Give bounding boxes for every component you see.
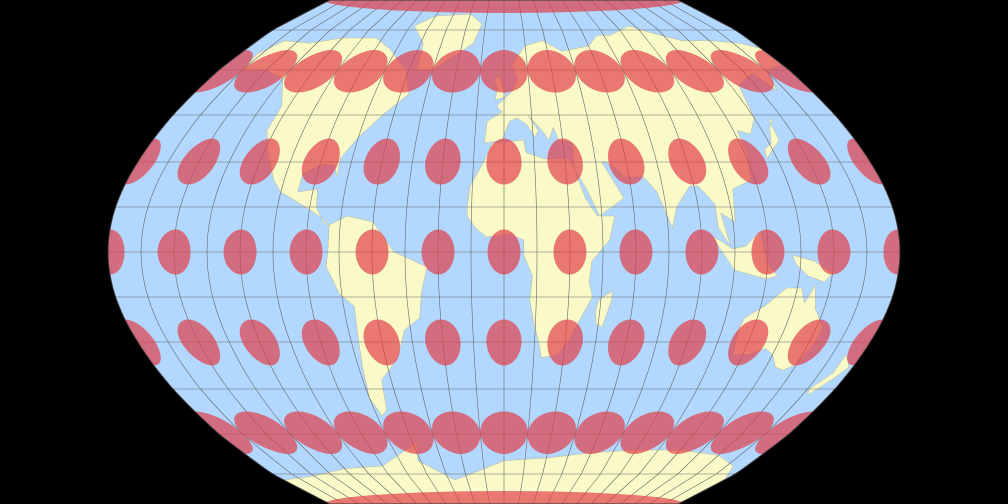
tissot-indicatrix — [608, 138, 645, 185]
tissot-indicatrix — [289, 229, 323, 275]
tissot-indicatrix — [665, 50, 724, 93]
tissot-indicatrix — [486, 319, 522, 366]
tissot-indicatrix — [432, 411, 481, 454]
tissot-indicatrix — [527, 50, 576, 93]
tissot-indicatrix — [620, 411, 675, 454]
tissot-indicatrix — [527, 411, 576, 454]
tissot-indicatrix — [620, 50, 675, 93]
tissot-indicatrix — [383, 50, 434, 93]
tissot-indicatrix — [157, 229, 191, 275]
tissot-indicatrix — [333, 50, 388, 93]
tissot-indicatrix — [883, 229, 900, 275]
tissot-indicatrix — [301, 319, 340, 366]
tissot-indicatrix — [787, 319, 831, 366]
tissot-indicatrix — [710, 50, 774, 93]
tissot-indicatrix — [363, 138, 400, 185]
tissot-indicatrix — [817, 229, 851, 275]
tissot-indicatrix — [574, 411, 625, 454]
tissot-indicatrix — [751, 229, 785, 275]
map-outline — [107, 0, 901, 504]
tissot-indicatrix — [755, 50, 814, 93]
tissot-indicatrix — [194, 50, 253, 93]
tissot-indicatrix — [619, 229, 653, 275]
tissot-indicatrix — [710, 411, 774, 454]
tissot-indicatrix — [239, 138, 280, 185]
tissot-indicatrices — [108, 0, 900, 504]
tissot-indicatrix — [847, 138, 884, 185]
land-madagascar — [595, 290, 613, 328]
tissot-indicatrix — [239, 319, 280, 366]
tissot-indicatrix — [425, 319, 461, 366]
tissot-indicatrix — [355, 229, 389, 275]
tissot-indicatrix — [177, 319, 221, 366]
tissot-indicatrix — [574, 50, 625, 93]
tissot-indicatrix — [487, 229, 521, 275]
tissot-indicatrix — [668, 138, 707, 185]
tissot-indicatrix — [486, 138, 522, 185]
tissot-indicatrix — [608, 319, 645, 366]
tissot-indicatrix — [324, 491, 684, 504]
tissot-indicatrix — [284, 411, 343, 454]
land-new-zealand — [807, 353, 850, 396]
tissot-indicatrix — [223, 229, 257, 275]
tissot-indicatrix — [547, 138, 583, 185]
tissot-indicatrix — [728, 138, 769, 185]
tissot-indicatrix — [547, 319, 583, 366]
tissot-indicatrix — [333, 411, 388, 454]
tissot-indicatrix — [728, 319, 769, 366]
tissot-indicatrix — [425, 138, 461, 185]
land-new-guinea — [791, 254, 833, 283]
tissot-indicatrix — [234, 411, 298, 454]
tissot-indicatrix — [124, 138, 161, 185]
tissot-indicatrix — [421, 229, 455, 275]
tissot-indicatrix — [177, 138, 221, 185]
tissot-indicatrix — [363, 319, 400, 366]
tissot-indicatrix — [301, 138, 340, 185]
tissot-indicatrix — [665, 411, 724, 454]
tissot-indicatrix — [685, 229, 719, 275]
tissot-indicatrix — [787, 138, 831, 185]
tissot-indicatrix — [284, 50, 343, 93]
tissot-indicatrix — [108, 229, 125, 275]
tissot-indicatrix — [847, 319, 884, 366]
land-japan — [764, 117, 780, 160]
tissot-indicatrix — [480, 50, 528, 93]
tissot-indicatrix — [194, 411, 253, 454]
tissot-indicatrix — [124, 319, 161, 366]
tissot-indicatrix — [553, 229, 587, 275]
tissot-indicatrix — [668, 319, 707, 366]
tissot-indicatrix — [234, 50, 298, 93]
tissot-indicatrix — [755, 411, 814, 454]
tissot-indicatrix — [432, 50, 481, 93]
tissot-indicatrix — [480, 411, 528, 454]
tissot-indicatrix — [324, 0, 684, 13]
tissot-indicatrix — [383, 411, 434, 454]
